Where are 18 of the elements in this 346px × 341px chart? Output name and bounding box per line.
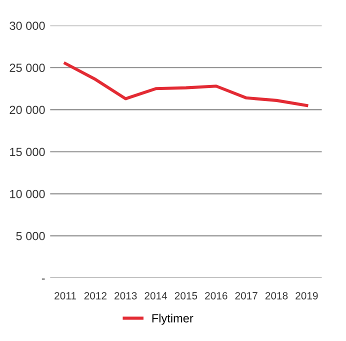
x-tick-label: 2018 bbox=[265, 292, 288, 300]
x-tick-label: 2015 bbox=[174, 292, 198, 300]
y-tick-label: 25 000 bbox=[10, 64, 45, 72]
y-tick-label: 20 000 bbox=[10, 106, 45, 114]
x-tick-label: 2014 bbox=[144, 292, 168, 300]
x-tick-label: 2016 bbox=[205, 292, 228, 300]
x-tick-label: 2017 bbox=[235, 292, 258, 300]
x-tick-label: 2013 bbox=[114, 292, 137, 300]
line-series bbox=[64, 62, 308, 108]
x-tick-label: 2019 bbox=[296, 292, 318, 300]
y-tick-label: 10 000 bbox=[10, 190, 45, 198]
y-tick-label: 5 000 bbox=[16, 232, 45, 240]
y-tick-label: 30 000 bbox=[10, 22, 45, 30]
legend-label: Flytimer bbox=[152, 314, 194, 325]
y-tick-label: 15 000 bbox=[10, 148, 45, 156]
x-tick-label: 2012 bbox=[84, 292, 107, 300]
x-tick-label: 2011 bbox=[54, 292, 76, 300]
y-tick-label: - bbox=[42, 278, 45, 280]
